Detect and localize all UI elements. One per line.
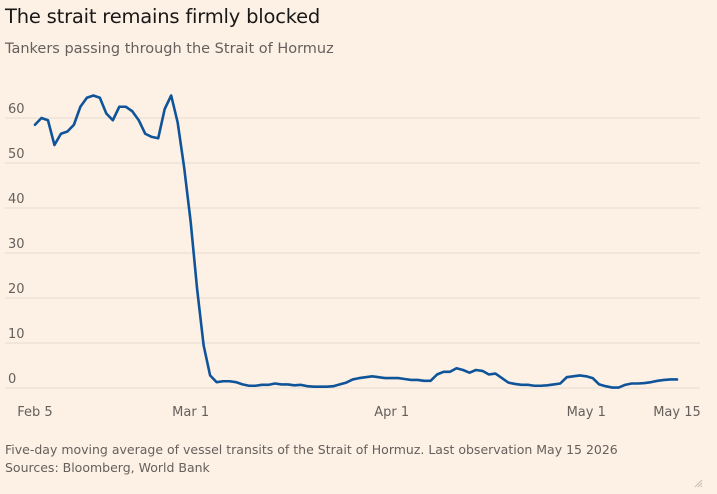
y-tick-label: 50 [8,147,25,162]
x-tick-label: May 1 [567,405,606,420]
series-layer [33,94,679,389]
x-tick-label: Mar 1 [172,405,209,420]
y-tick-label: 30 [8,237,25,252]
sources: Sources: Bloomberg, World Bank [5,460,210,475]
footnote: Five-day moving average of vessel transi… [5,442,618,457]
chart-subtitle: Tankers passing through the Strait of Ho… [5,41,334,57]
series-line [33,94,679,389]
gridlines [5,117,700,389]
x-tick-label: May 15 [653,405,701,420]
x-tick-label: Apr 1 [374,405,409,420]
chart-title: The strait remains firmly blocked [5,5,321,28]
y-tick-label: 0 [8,372,16,387]
chart-footer: Five-day moving average of vessel transi… [5,441,618,477]
y-tick-label: 40 [8,192,25,207]
resize-grip-icon [694,479,703,488]
x-axis: Feb 5 Mar 1 Apr 1 May 1 May 15 [17,405,700,420]
y-tick-label: 10 [8,327,25,342]
x-tick-label: Feb 5 [17,405,52,420]
y-tick-label: 20 [8,282,25,297]
y-axis: 0 10 20 30 40 50 60 [8,102,25,387]
y-tick-label: 60 [8,102,25,117]
